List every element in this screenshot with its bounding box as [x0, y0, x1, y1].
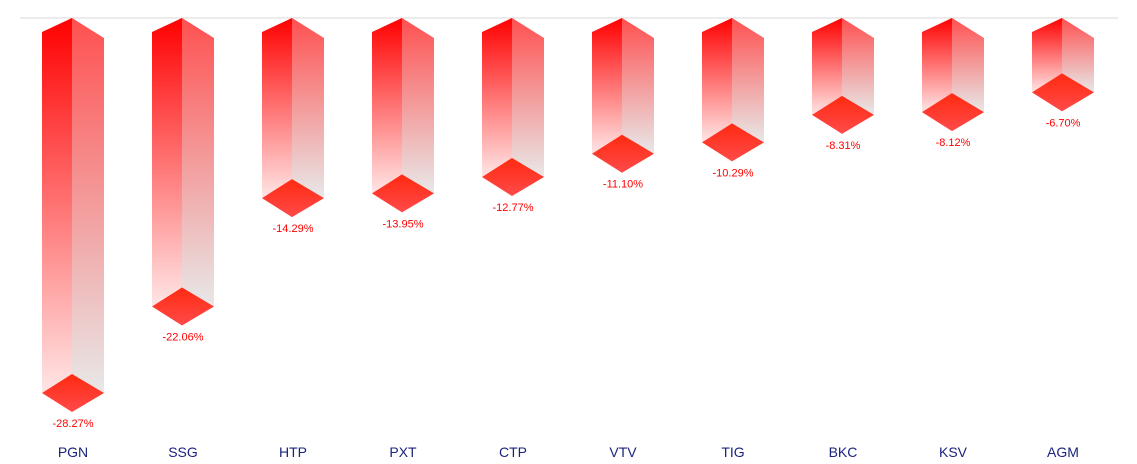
bar-bottom-cap	[922, 93, 984, 132]
bar-side-face	[292, 18, 324, 199]
bar-side-face	[72, 18, 104, 393]
value-label: -8.12%	[936, 137, 971, 149]
bar-side-face	[182, 18, 214, 307]
bar-ctp: -12.77% CTP	[482, 18, 544, 460]
bar-front-face	[702, 18, 732, 143]
category-label: SSG	[168, 444, 198, 460]
bar-pgn: -28.27% PGN	[42, 18, 104, 460]
bar-side-face	[402, 18, 434, 194]
value-label: -12.77%	[493, 202, 534, 214]
bar-front-face	[922, 18, 952, 113]
bar-side-face	[622, 18, 654, 154]
bar-side-face	[732, 18, 764, 143]
bar-bkc: -8.31% BKC	[812, 18, 874, 460]
category-label: KSV	[939, 444, 968, 460]
bar-bottom-cap	[1032, 73, 1094, 112]
value-label: -22.06%	[163, 331, 204, 343]
category-label: AGM	[1047, 444, 1079, 460]
bar-htp: -14.29% HTP	[262, 18, 324, 460]
bar-agm: -6.70% AGM	[1032, 18, 1094, 460]
bar-vtv: -11.10% VTV	[592, 18, 654, 460]
bar-bottom-cap	[702, 123, 764, 162]
category-label: PXT	[389, 444, 417, 460]
value-label: -6.70%	[1046, 117, 1081, 129]
bar-bottom-cap	[372, 174, 434, 213]
category-label: BKC	[829, 444, 858, 460]
bar-front-face	[482, 18, 512, 177]
bar-tig: -10.29% TIG	[702, 18, 764, 460]
bar-bottom-cap	[812, 95, 874, 134]
value-label: -28.27%	[53, 418, 94, 430]
bar-side-face	[842, 18, 874, 115]
bar-bottom-cap	[482, 157, 544, 196]
bar-front-face	[262, 18, 292, 199]
category-label: TIG	[721, 444, 744, 460]
bar-side-face	[1062, 18, 1094, 93]
bar-bottom-cap	[152, 287, 214, 326]
bar-bottom-cap	[592, 134, 654, 173]
value-label: -10.29%	[713, 167, 754, 179]
bar-bottom-cap	[262, 179, 324, 218]
bar-bottom-cap	[42, 374, 104, 412]
bar-front-face	[42, 18, 72, 393]
bar-side-face	[952, 18, 984, 113]
category-label: PGN	[58, 444, 88, 460]
bar-front-face	[372, 18, 402, 194]
bar-front-face	[812, 18, 842, 115]
value-label: -14.29%	[273, 223, 314, 235]
bar-front-face	[1032, 18, 1062, 93]
category-label: CTP	[499, 444, 527, 460]
category-label: VTV	[609, 444, 637, 460]
bar-front-face	[152, 18, 182, 307]
category-label: HTP	[279, 444, 307, 460]
value-label: -13.95%	[383, 218, 424, 230]
value-label: -11.10%	[603, 179, 643, 191]
bar-ksv: -8.12% KSV	[922, 18, 984, 460]
bar-pxt: -13.95% PXT	[372, 18, 434, 460]
value-label: -8.31%	[826, 140, 861, 152]
bar-front-face	[592, 18, 622, 154]
bar-side-face	[512, 18, 544, 177]
bar-ssg: -22.06% SSG	[152, 18, 214, 460]
